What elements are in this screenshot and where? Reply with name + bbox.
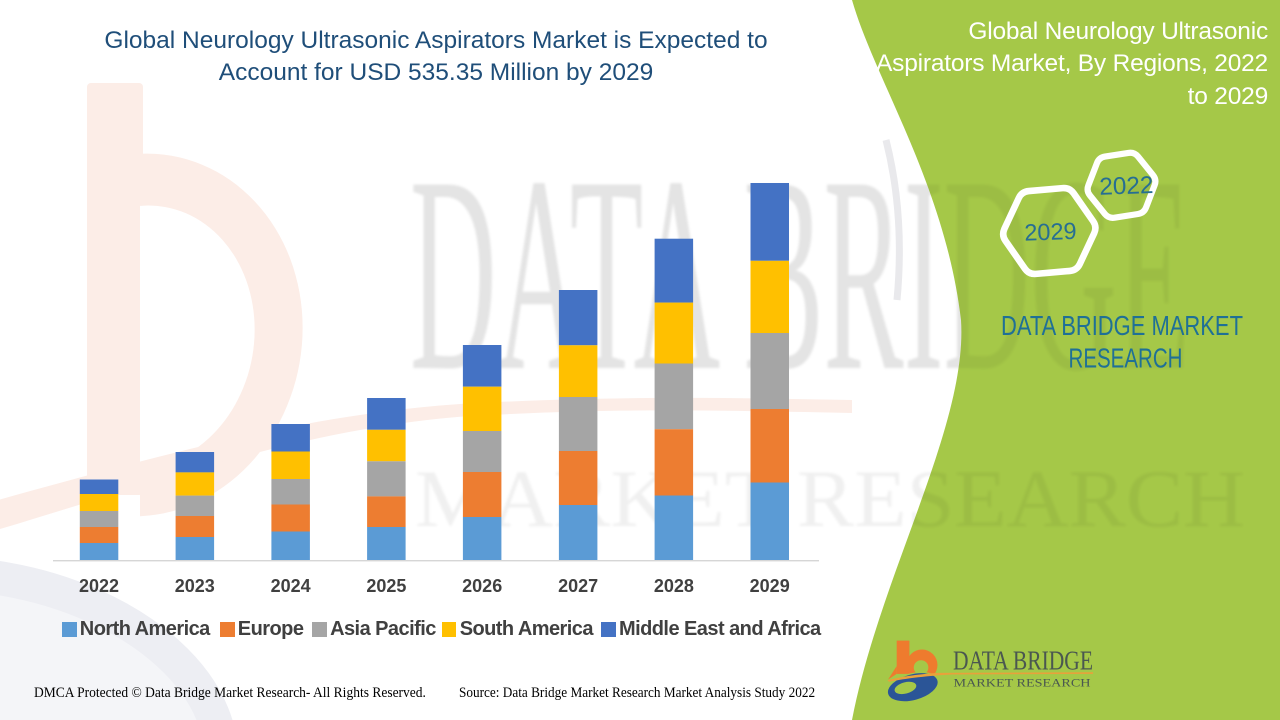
svg-text:2022: 2022: [1099, 172, 1154, 201]
svg-text:2029: 2029: [1024, 218, 1077, 246]
svg-text:MARKET RESEARCH: MARKET RESEARCH: [954, 676, 1091, 690]
svg-text:DATA BRIDGE MARKET: DATA BRIDGE MARKET: [1001, 310, 1243, 341]
svg-text:DATA BRIDGE: DATA BRIDGE: [953, 645, 1093, 676]
svg-text:RESEARCH: RESEARCH: [1069, 343, 1183, 374]
